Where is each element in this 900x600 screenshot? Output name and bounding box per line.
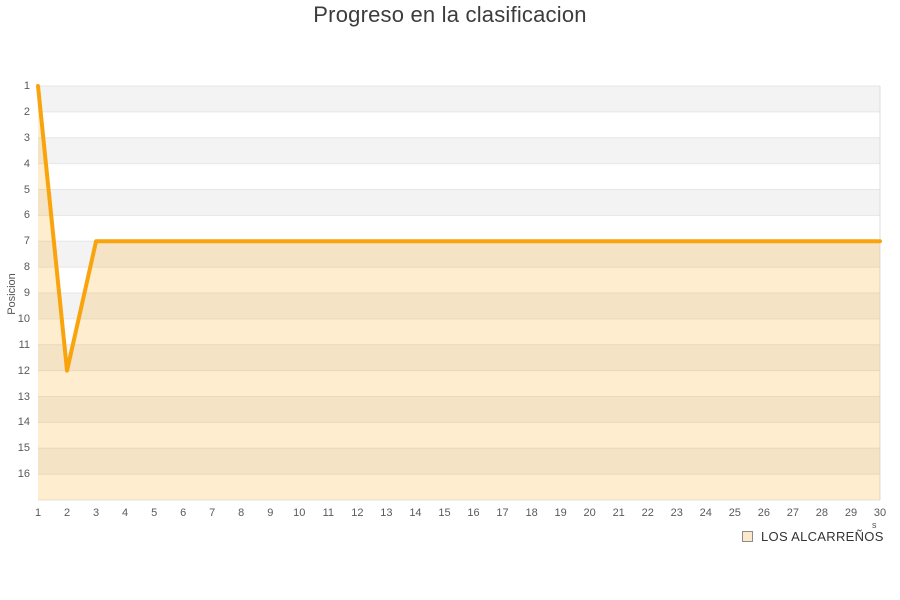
y-tick-label: 12 [17, 364, 30, 377]
plot-band [38, 111, 880, 138]
x-tick-label: 14 [409, 507, 422, 519]
x-tick-label: 24 [699, 507, 712, 519]
x-tick-label: 8 [238, 507, 245, 519]
plot-band [38, 137, 880, 164]
x-tick-label: 23 [670, 507, 683, 519]
plot-band [38, 267, 880, 293]
y-tick-label: 6 [23, 209, 30, 222]
y-tick-label: 14 [17, 416, 30, 429]
x-tick-label: 4 [122, 507, 129, 519]
x-tick-label: 12 [351, 507, 364, 519]
x-tick-label: 11 [322, 507, 335, 519]
series-area-fill [38, 86, 880, 500]
x-tick-label: 16 [467, 507, 480, 519]
legend-item[interactable]: LOS ALCARREÑOS [742, 529, 884, 544]
legend-swatch-icon [742, 531, 753, 542]
plot-band [38, 396, 880, 423]
x-tick-label: 19 [554, 507, 567, 519]
x-tick-label: 1 [34, 507, 42, 519]
y-tick-label: 13 [17, 390, 30, 403]
plot-band [38, 422, 880, 449]
x-tick-label: 9 [267, 507, 274, 519]
y-tick-label: 7 [23, 235, 30, 248]
series-line[interactable] [36, 84, 882, 373]
x-tick-label: 30 [873, 507, 887, 519]
y-tick-label: 15 [17, 442, 30, 455]
x-tick-label: 6 [180, 507, 187, 519]
x-tick-label: 22 [641, 507, 654, 519]
x-tick-label: 10 [293, 507, 306, 519]
y-tick-label: 9 [23, 287, 30, 299]
x-tick-label: 15 [438, 507, 451, 519]
x-tick-label: 3 [93, 507, 100, 519]
x-tick-label: 7 [209, 507, 216, 519]
plot-band [38, 318, 880, 345]
y-tick-label: 4 [23, 157, 30, 170]
x-tick-label: 17 [496, 507, 509, 519]
y-tick-label: 2 [23, 105, 30, 118]
plot-band [38, 448, 880, 475]
x-tick-label: 18 [525, 507, 538, 519]
x-tick-label: 13 [380, 507, 393, 519]
clipped-axis-text-fragment: s [872, 520, 877, 530]
x-tick-label: 27 [786, 507, 800, 519]
plot-band [38, 344, 880, 371]
y-tick-label: 11 [18, 338, 30, 351]
x-tick-label: 26 [757, 507, 770, 519]
chart-title: Progreso en la clasificacion [313, 2, 587, 27]
y-tick-label: 8 [23, 261, 30, 274]
legend-label: LOS ALCARREÑOS [761, 529, 884, 544]
x-tick-label: 25 [728, 507, 741, 519]
y-tick-label: 1 [23, 80, 30, 92]
y-tick-label: 16 [17, 468, 30, 481]
x-tick-label: 5 [151, 507, 158, 519]
plot-band [38, 215, 880, 242]
plot-band [38, 86, 880, 112]
plot-band [38, 241, 880, 268]
x-tick-label: 29 [844, 507, 858, 519]
x-tick-label: 2 [63, 507, 71, 519]
x-tick-label: 21 [612, 507, 625, 519]
plot-band [38, 370, 880, 397]
plot-band [38, 189, 880, 216]
plot-band [38, 163, 880, 190]
x-tick-label: 28 [815, 507, 829, 519]
y-axis-title: Posicion [6, 273, 18, 315]
plot-band [38, 474, 880, 500]
y-tick-label: 3 [23, 131, 30, 144]
plot-band [38, 293, 880, 319]
x-tick-label: 20 [583, 507, 596, 519]
y-tick-label: 5 [23, 183, 30, 196]
y-tick-label: 10 [17, 312, 30, 325]
